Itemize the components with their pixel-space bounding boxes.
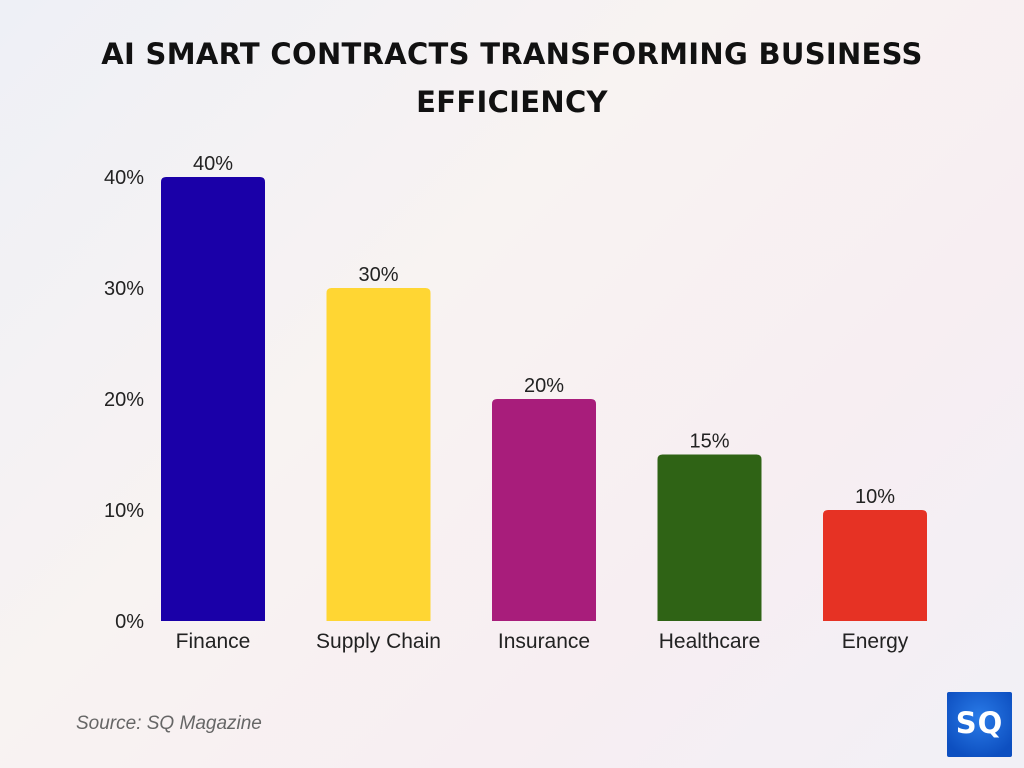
y-tick-label: 0% — [115, 611, 144, 633]
bar-finance — [161, 177, 265, 621]
data-label: 10% — [855, 486, 895, 508]
y-tick-label: 40% — [104, 167, 144, 189]
data-label: 15% — [689, 431, 729, 453]
bar-supply-chain — [326, 288, 431, 621]
sq-logo: SQ — [947, 692, 1012, 757]
data-label: 30% — [358, 264, 398, 286]
data-label: 40% — [193, 153, 233, 175]
bar-energy — [823, 510, 927, 621]
data-label: 20% — [524, 375, 564, 397]
x-tick-label: Supply Chain — [316, 630, 441, 653]
logo-text: SQ — [955, 706, 1004, 740]
bar-insurance — [492, 399, 596, 621]
x-tick-label: Finance — [176, 630, 251, 653]
y-tick-label: 20% — [104, 389, 144, 411]
chart-title: AI SMART CONTRACTS TRANSFORMING BUSINESS… — [101, 37, 923, 119]
y-tick-label: 10% — [104, 500, 144, 522]
x-tick-label: Insurance — [498, 630, 590, 653]
x-tick-label: Energy — [842, 630, 909, 653]
x-tick-label: Healthcare — [659, 630, 761, 653]
y-tick-label: 30% — [104, 278, 144, 300]
source-note: Source: SQ Magazine — [76, 713, 262, 734]
bar-healthcare — [657, 454, 762, 621]
